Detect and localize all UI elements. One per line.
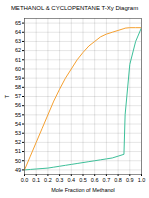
- svg-text:0.3: 0.3: [56, 177, 64, 183]
- svg-text:0.4: 0.4: [67, 177, 75, 183]
- svg-text:0.1: 0.1: [32, 177, 40, 183]
- svg-text:60: 60: [15, 66, 21, 72]
- svg-text:0.2: 0.2: [44, 177, 52, 183]
- svg-text:64: 64: [15, 29, 21, 35]
- svg-text:50: 50: [15, 157, 21, 163]
- svg-text:0.5: 0.5: [79, 177, 87, 183]
- html-text:METHANOL & CYCLOPENTANE T-Xy D: METHANOL & CYCLOPENTANE T-Xy Diagram: [10, 5, 139, 11]
- svg-text:63: 63: [15, 38, 21, 44]
- svg-text:52: 52: [15, 139, 21, 145]
- svg-text:56: 56: [15, 102, 21, 108]
- svg-text:0.9: 0.9: [126, 177, 134, 183]
- svg-text:T: T: [4, 94, 10, 98]
- svg-text:1.0: 1.0: [138, 177, 146, 183]
- svg-text:58: 58: [15, 84, 21, 90]
- svg-text:54: 54: [15, 121, 21, 127]
- svg-text:59: 59: [15, 75, 21, 81]
- svg-text:61: 61: [15, 57, 21, 63]
- svg-text:51: 51: [15, 148, 21, 154]
- svg-text:62: 62: [15, 47, 21, 53]
- svg-text:Mole Fraction of Methanol: Mole Fraction of Methanol: [51, 187, 115, 193]
- svg-text:0.8: 0.8: [114, 177, 122, 183]
- svg-text:55: 55: [15, 112, 21, 118]
- svg-text:53: 53: [15, 130, 21, 136]
- svg-text:0.0: 0.0: [21, 177, 29, 183]
- svg-text:65: 65: [15, 20, 21, 26]
- svg-text:0.6: 0.6: [91, 177, 99, 183]
- svg-text:49: 49: [15, 167, 21, 173]
- svg-text:57: 57: [15, 93, 21, 99]
- svg-text:0.7: 0.7: [103, 177, 111, 183]
